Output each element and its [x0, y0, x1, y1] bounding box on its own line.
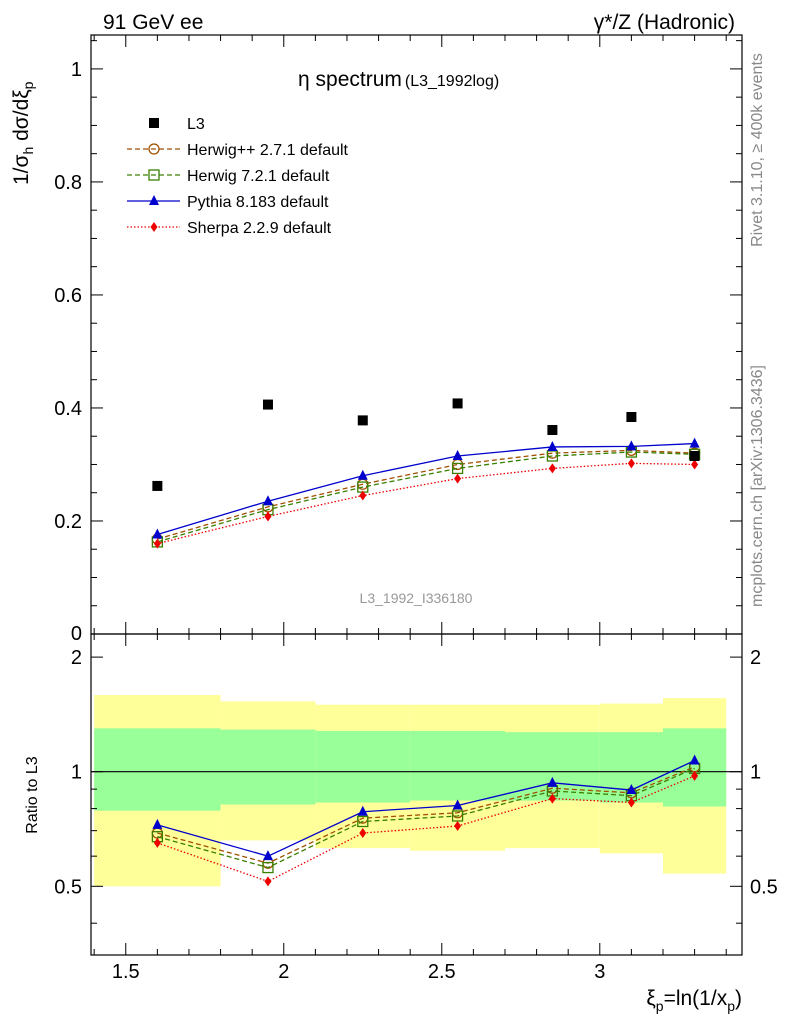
point-sherpa-2-2-9-default [691, 459, 699, 470]
ratio-point-pythia-8-183-default [626, 784, 637, 795]
ratio-y-tick-label-left: 1 [71, 762, 82, 784]
x-tick-label: 2.5 [428, 961, 456, 983]
ratio-y-tick-label-left: 2 [71, 647, 82, 669]
legend-label-l3: L3 [187, 116, 205, 133]
ratio-point-herwig-7-2-1-default [262, 861, 274, 874]
ratio-point-pythia-8-183-default [262, 850, 273, 861]
ratio-point-herwig-7-2-1-default [451, 810, 464, 822]
ratio-point-sherpa-2-2-9-default [548, 793, 556, 804]
point-sherpa-2-2-9-default [454, 473, 462, 484]
ratio-point-sherpa-2-2-9-default [691, 770, 699, 781]
legend-marker-herwig-7-2-1-default [148, 169, 160, 181]
legend-label-herwig-2-7-1-default: Herwig++ 2.7.1 default [187, 142, 349, 159]
legend-marker-l3 [149, 118, 159, 128]
point-pythia-8-183-default [357, 469, 368, 480]
rivet-label: Rivet 3.1.10, ≥ 400k events [749, 53, 766, 247]
ratio-point-pythia-8-183-default [689, 754, 700, 765]
point-sherpa-2-2-9-default [264, 511, 272, 522]
point-pythia-8-183-default [689, 437, 700, 448]
data-point-l3 [357, 415, 368, 426]
y-tick-label: 0.6 [54, 285, 82, 307]
ratio-band-green [504, 732, 600, 801]
y-tick-label: 1 [71, 59, 82, 81]
ratio-y-tick-label-left: 0.5 [54, 876, 82, 898]
ratio-point-pythia-8-183-default [357, 805, 368, 816]
point-pythia-8-183-default [262, 495, 273, 506]
point-herwig-7-2-1-default [451, 462, 464, 475]
point-pythia-8-183-default [452, 449, 463, 460]
legend-marker-herwig-2-7-1-default [148, 143, 160, 155]
y-tick-label-zero: 0 [71, 623, 82, 645]
y-tick-label: 0.2 [54, 511, 82, 533]
ratio-y-tick-label-right: 2 [750, 647, 761, 669]
ratio-point-sherpa-2-2-9-default [359, 828, 367, 839]
x-axis-title: ξp=ln(1/xp) [646, 987, 742, 1014]
legend-label-herwig-7-2-1-default: Herwig 7.2.1 default [187, 168, 330, 185]
series-line-pythia-8-183-default [157, 442, 695, 536]
point-sherpa-2-2-9-default [548, 463, 556, 474]
point-sherpa-2-2-9-default [359, 490, 367, 501]
data-point-l3 [626, 412, 637, 423]
ratio-band-green [94, 728, 221, 811]
ratio-point-sherpa-2-2-9-default [264, 876, 272, 887]
series-line-sherpa-2-2-9-default [157, 462, 695, 545]
legend-label-pythia-8-183-default: Pythia 8.183 default [187, 194, 329, 211]
point-sherpa-2-2-9-default [153, 538, 161, 549]
point-pythia-8-183-default [547, 440, 558, 451]
plot-title: η spectrum (L3_1992log) [298, 68, 499, 91]
ratio-band-green [410, 730, 505, 801]
y-axis-title: 1/σh dσ/dξp [10, 81, 36, 185]
legend-marker-sherpa-2-2-9-default [150, 222, 158, 232]
data-point-l3 [452, 398, 463, 409]
header-left: 91 GeV ee [103, 11, 203, 34]
ratio-y-tick-label-right: 1 [750, 762, 761, 784]
point-pythia-8-183-default [152, 528, 163, 539]
ratio-frame [90, 633, 743, 956]
data-point-l3 [152, 480, 163, 491]
ratio-band-green [315, 730, 411, 803]
ratio-band-green [662, 728, 727, 807]
legend-marker-pythia-8-183-default [149, 195, 159, 205]
ratio-point-sherpa-2-2-9-default [627, 797, 635, 808]
ratio-point-pythia-8-183-default [152, 818, 163, 829]
data-point-l3 [547, 425, 558, 436]
x-tick-label: 3 [594, 961, 605, 983]
y-tick-label: 0.4 [54, 398, 82, 420]
data-point-l3 [689, 450, 700, 461]
ratio-point-pythia-8-183-default [452, 799, 463, 810]
legend-label-sherpa-2-2-9-default: Sherpa 2.2.9 default [187, 220, 332, 237]
ratio-point-sherpa-2-2-9-default [153, 837, 161, 848]
y-tick-label: 0.8 [54, 172, 82, 194]
ratio-y-tick-label-right: 0.5 [750, 876, 778, 898]
series-line-herwig-2-7-1-default [157, 449, 695, 540]
data-point-l3 [262, 399, 273, 410]
mcplots-label: mcplots.cern.ch [arXiv:1306.3436] [749, 365, 766, 607]
header-right: γ*/Z (Hadronic) [594, 11, 735, 34]
series-line-herwig-7-2-1-default [157, 451, 695, 543]
ratio-point-pythia-8-183-default [547, 776, 558, 787]
ratio-point-sherpa-2-2-9-default [454, 821, 462, 832]
x-tick-label: 1.5 [112, 961, 140, 983]
ratio-line-herwig-7-2-1-default [157, 767, 695, 869]
point-pythia-8-183-default [626, 440, 637, 451]
point-herwig-7-2-1-default [546, 450, 559, 462]
analysis-watermark: L3_1992_I336180 [360, 590, 473, 606]
point-sherpa-2-2-9-default [627, 458, 635, 469]
ratio-band-green [220, 729, 316, 805]
x-tick-label: 2 [278, 961, 289, 983]
ratio-axis-title: Ratio to L3 [24, 756, 41, 833]
ratio-point-herwig-7-2-1-default [357, 815, 369, 828]
